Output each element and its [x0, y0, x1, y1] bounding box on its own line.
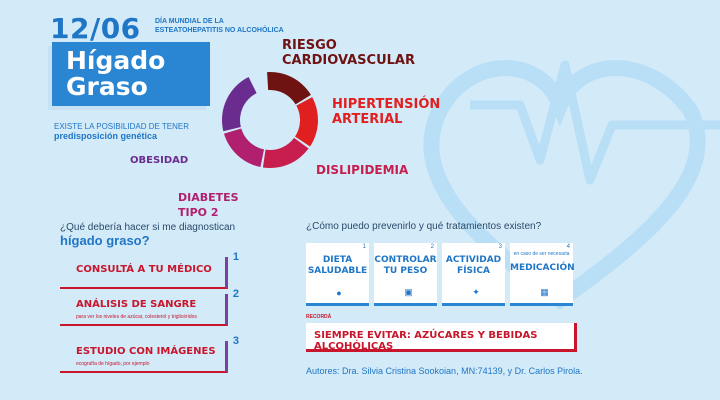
- left-question: ¿Qué debería hacer si me diagnostican: [60, 222, 236, 233]
- remember-label: RECORDÁ: [306, 314, 332, 320]
- donut-segment-0: [267, 72, 311, 105]
- authors: Autores: Dra. Silvia Cristina Sookoian, …: [306, 366, 583, 376]
- card-1-title: DIETA SALUDABLE: [307, 255, 368, 276]
- donut-segment-1: [295, 97, 318, 147]
- runner-icon: ✦: [472, 287, 480, 297]
- title-line-2: Graso: [66, 72, 148, 101]
- card-3-number: 3: [498, 244, 502, 250]
- step-1-title: CONSULTÁ A TU MÉDICO: [76, 264, 212, 275]
- card-controlar-peso[interactable]: 2 CONTROLAR TU PESO ▣: [374, 243, 437, 306]
- step-3-imaging-study[interactable]: ESTUDIO CON IMÁGENES ecografía de hígado…: [60, 335, 239, 373]
- card-2-number: 2: [430, 244, 434, 250]
- scale-icon: ▣: [404, 287, 413, 297]
- card-4-number: 4: [566, 244, 570, 250]
- step-3-subtitle: ecografía de hígado, por ejemplo: [76, 361, 150, 367]
- remember-text: SIEMPRE EVITAR: AZÚCARES Y BEBIDAS ALCOH…: [314, 330, 538, 352]
- card-1-number: 1: [362, 244, 366, 250]
- predisposition-intro: EXISTE LA POSIBILIDAD DE TENER: [54, 122, 190, 131]
- donut-segment-4: [222, 77, 257, 132]
- card-actividad-fisica[interactable]: 3 ACTIVIDAD FÍSICA ✦: [442, 243, 505, 306]
- step-3-number: 3: [232, 335, 239, 347]
- label-obesidad: OBESIDAD: [130, 155, 189, 166]
- card-4-title: MEDICACIÓN: [510, 263, 575, 273]
- pill-box-icon: ▦: [540, 287, 549, 297]
- step-2-blood-analysis[interactable]: ANÁLISIS DE SANGRE para ver los niveles …: [60, 288, 239, 326]
- step-1-number: 1: [232, 251, 239, 263]
- label-hipertension-arterial: HIPERTENSIÓN ARTERIAL: [332, 97, 441, 127]
- left-question-strong: hígado graso?: [60, 233, 150, 248]
- right-question: ¿Cómo puedo prevenirlo y qué tratamiento…: [306, 221, 542, 232]
- donut-segment-3: [223, 128, 265, 168]
- label-riesgo-cardiovascular: RIESGO CARDIOVASCULAR: [282, 38, 415, 68]
- date-label: 12/06: [50, 12, 141, 45]
- date-subtitle: DÍA MUNDIAL DE LA ESTEATOHEPATITIS NO AL…: [155, 18, 284, 34]
- page-title: Hígado Graso: [66, 48, 165, 100]
- title-box: [52, 42, 210, 106]
- card-dieta-saludable[interactable]: 1 DIETA SALUDABLE ●: [306, 243, 369, 306]
- title-line-1: Hígado: [66, 46, 166, 75]
- step-2-subtitle: para ver los niveles de azúcar, colester…: [76, 314, 197, 320]
- card-4-note: en caso de ser necesaria: [513, 251, 570, 257]
- label-diabetes-tipo-2: DIABETES TIPO 2: [178, 191, 239, 219]
- apple-icon: ●: [336, 288, 342, 298]
- card-3-title: ACTIVIDAD FÍSICA: [445, 255, 502, 276]
- step-3-title: ESTUDIO CON IMÁGENES: [76, 346, 216, 357]
- step-1-consult-doctor[interactable]: CONSULTÁ A TU MÉDICO 1: [60, 251, 239, 289]
- step-2-title: ANÁLISIS DE SANGRE: [76, 299, 197, 310]
- remember-box[interactable]: SIEMPRE EVITAR: AZÚCARES Y BEBIDAS ALCOH…: [306, 323, 577, 352]
- card-2-title: CONTROLAR TU PESO: [374, 255, 437, 276]
- predisposition-strong: predisposición genética: [54, 131, 158, 141]
- donut-segment-2: [262, 137, 309, 168]
- card-medicacion[interactable]: 4 en caso de ser necesaria MEDICACIÓN ▦: [510, 243, 575, 306]
- step-2-number: 2: [232, 288, 239, 300]
- label-dislipidemia: DISLIPIDEMIA: [316, 163, 409, 177]
